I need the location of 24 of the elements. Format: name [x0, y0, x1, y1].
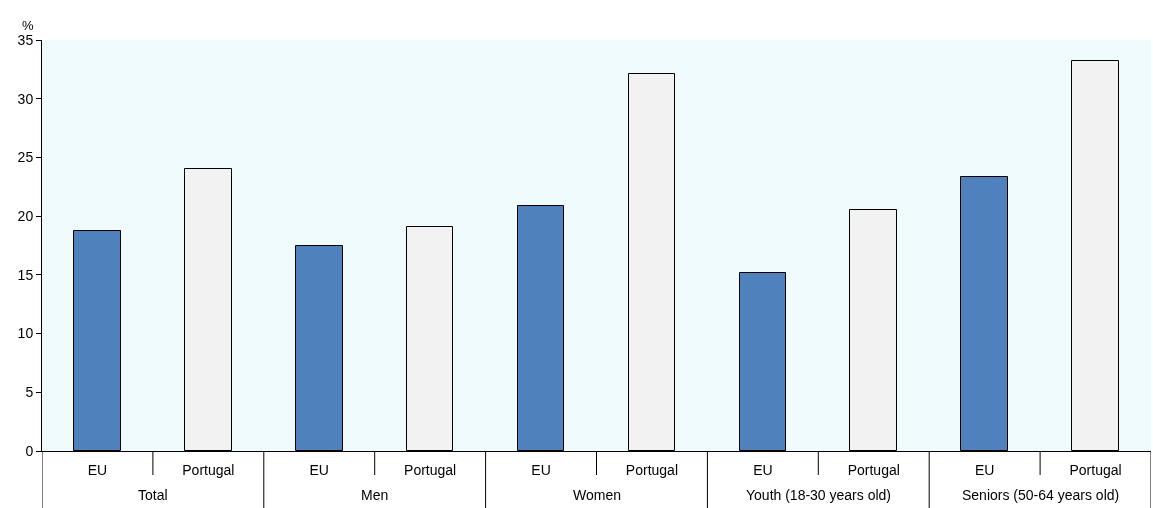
- y-tick-label: 25: [17, 149, 34, 166]
- x-tick-label: Portugal: [404, 461, 457, 478]
- y-tick-label: 0: [25, 442, 34, 459]
- text: Men: [361, 487, 389, 503]
- x-tick-label: EU: [974, 461, 995, 478]
- y-tick-label: 35: [17, 31, 34, 48]
- text: Seniors (50-64 years old): [962, 487, 1120, 503]
- x-tick-label: EU: [87, 461, 108, 478]
- x-tick-label: Portugal: [182, 461, 235, 478]
- y-tick-label: 5: [25, 384, 34, 401]
- x-tick-label: EU: [531, 461, 551, 478]
- text: Total: [138, 487, 168, 503]
- y-axis-title: %: [22, 18, 34, 33]
- y-tick-label: 20: [17, 208, 34, 225]
- y-tick-label: 10: [17, 325, 34, 342]
- x-tick-label: Portugal: [1069, 461, 1122, 478]
- x-tick-label: EU: [309, 461, 329, 478]
- x-tick-label: EU: [753, 461, 773, 478]
- y-tick-label: 15: [17, 266, 34, 283]
- x-tick-label: Portugal: [847, 461, 900, 478]
- y-tick-label: 30: [17, 90, 34, 107]
- text: Youth (18-30 years old): [746, 487, 892, 503]
- x-tick-label: Portugal: [625, 461, 679, 478]
- text: Women: [573, 487, 621, 503]
